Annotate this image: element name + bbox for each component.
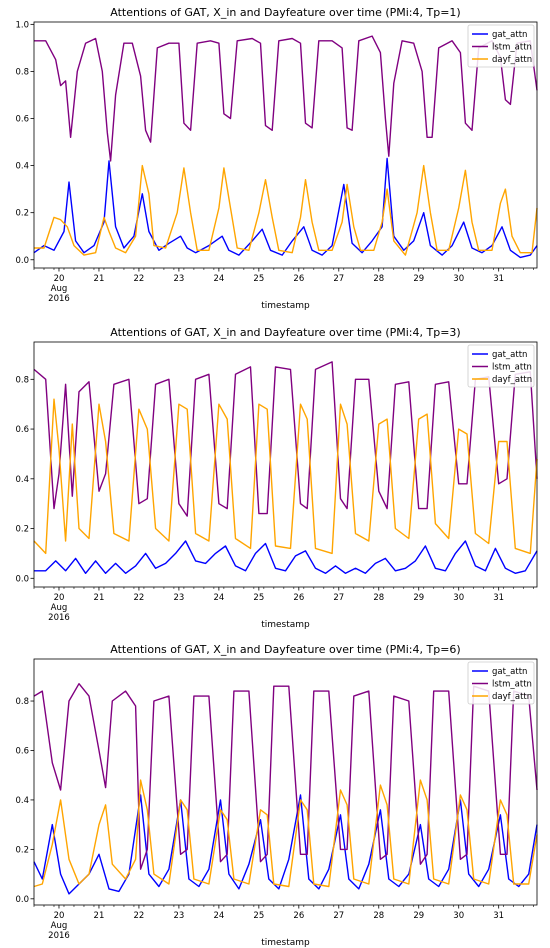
legend-label-lstm-attn: lstm_attn <box>492 363 532 373</box>
legend-box <box>467 24 535 68</box>
x-tick-label: 25 <box>253 911 264 921</box>
legend-label-gat-attn: gat_attn <box>492 30 527 40</box>
series-line-dayf-attn <box>33 779 538 888</box>
x-tick-sublabel: 2016 <box>48 931 70 941</box>
x-tick-label: 29 <box>413 274 424 284</box>
x-tick-label: 28 <box>373 593 384 603</box>
plot-frame <box>33 21 538 269</box>
y-tick-label: 0.8 <box>15 67 29 77</box>
y-tick-label: 1.0 <box>15 20 29 30</box>
chart-title: Attentions of GAT, X_in and Dayfeature o… <box>110 326 460 339</box>
y-tick-label: 0.0 <box>15 895 29 905</box>
y-tick-label: 0.4 <box>15 475 29 485</box>
chart-panel-2: Attentions of GAT, X_in and Dayfeature o… <box>15 326 538 630</box>
series-line-gat-attn <box>33 157 538 259</box>
legend-label-lstm-attn: lstm_attn <box>492 680 532 690</box>
legend-label-gat-attn: gat_attn <box>492 350 527 360</box>
series-line-lstm-attn <box>33 683 538 870</box>
x-tick-label: 20 <box>54 593 65 603</box>
legend: gat_attn lstm_attn dayf_attn <box>467 661 535 705</box>
legend-label-lstm-attn: lstm_attn <box>492 43 532 53</box>
series-line-dayf-attn <box>34 164 538 256</box>
y-tick-label: 0.8 <box>15 697 29 707</box>
y-tick-label: 0.2 <box>15 845 29 855</box>
x-tick-label: 25 <box>253 274 264 284</box>
legend-box <box>467 661 535 705</box>
x-tick-label: 28 <box>373 911 384 921</box>
x-tick-label: 23 <box>173 911 184 921</box>
legend: gat_attn lstm_attn dayf_attn <box>467 24 535 68</box>
x-tick-label: 24 <box>213 593 224 603</box>
legend-label-dayf-attn: dayf_attn <box>492 692 532 702</box>
x-tick-label: 31 <box>493 911 504 921</box>
y-tick-label: 0.4 <box>15 162 29 172</box>
series-line-dayf-attn <box>33 398 538 555</box>
x-tick-label: 23 <box>173 593 184 603</box>
x-tick-label: 27 <box>333 593 344 603</box>
x-tick-label: 22 <box>134 274 145 284</box>
x-axis-label: timestamp <box>261 301 310 311</box>
x-tick-label: 24 <box>213 911 224 921</box>
chart-title: Attentions of GAT, X_in and Dayfeature o… <box>110 6 460 19</box>
series-line-lstm-attn <box>34 35 538 162</box>
x-tick-sublabel: 2016 <box>48 613 70 623</box>
x-axis-label: timestamp <box>261 938 310 948</box>
y-tick-label: 0.0 <box>15 574 29 584</box>
y-tick-label: 0.2 <box>15 525 29 535</box>
y-tick-label: 0.6 <box>15 425 29 435</box>
x-tick-label: 22 <box>134 593 145 603</box>
y-tick-label: 0.6 <box>15 746 29 756</box>
x-tick-sublabel: Aug <box>51 284 68 294</box>
x-tick-label: 21 <box>94 593 105 603</box>
legend-label-gat-attn: gat_attn <box>492 667 527 677</box>
x-tick-label: 28 <box>373 274 384 284</box>
legend-label-dayf-attn: dayf_attn <box>492 55 532 65</box>
series-line-gat-attn <box>34 540 538 574</box>
x-tick-sublabel: Aug <box>51 921 68 931</box>
chart-title: Attentions of GAT, X_in and Dayfeature o… <box>110 643 460 656</box>
legend: gat_attn lstm_attn dayf_attn <box>467 344 535 388</box>
y-tick-label: 0.8 <box>15 375 29 385</box>
x-tick-label: 30 <box>453 911 464 921</box>
y-tick-label: 0.6 <box>15 115 29 125</box>
x-tick-label: 30 <box>453 274 464 284</box>
legend-box <box>467 344 535 388</box>
series-line-lstm-attn <box>33 361 538 517</box>
x-tick-label: 27 <box>333 911 344 921</box>
legend-label-dayf-attn: dayf_attn <box>492 375 532 385</box>
x-tick-label: 31 <box>493 593 504 603</box>
x-tick-label: 26 <box>293 911 304 921</box>
y-tick-label: 0.4 <box>15 796 29 806</box>
x-tick-label: 29 <box>413 911 424 921</box>
x-tick-label: 25 <box>253 593 264 603</box>
x-tick-label: 26 <box>293 593 304 603</box>
x-tick-sublabel: Aug <box>51 603 68 613</box>
plot-frame <box>33 658 538 906</box>
x-tick-sublabel: 2016 <box>48 294 70 304</box>
y-tick-label: 0.0 <box>15 256 29 266</box>
x-tick-label: 30 <box>453 593 464 603</box>
x-axis-label: timestamp <box>261 620 310 630</box>
y-tick-label: 0.2 <box>15 209 29 219</box>
x-tick-label: 23 <box>173 274 184 284</box>
x-tick-label: 31 <box>493 274 504 284</box>
x-tick-label: 21 <box>94 274 105 284</box>
x-tick-label: 29 <box>413 593 424 603</box>
x-tick-label: 24 <box>213 274 224 284</box>
chart-panel-1: Attentions of GAT, X_in and Dayfeature o… <box>15 6 538 311</box>
chart-panel-3: Attentions of GAT, X_in and Dayfeature o… <box>15 643 538 948</box>
x-tick-label: 20 <box>54 274 65 284</box>
x-tick-label: 26 <box>293 274 304 284</box>
plot-frame <box>33 341 538 588</box>
x-tick-label: 27 <box>333 274 344 284</box>
x-tick-label: 22 <box>134 911 145 921</box>
x-tick-label: 21 <box>94 911 105 921</box>
x-tick-label: 20 <box>54 911 65 921</box>
